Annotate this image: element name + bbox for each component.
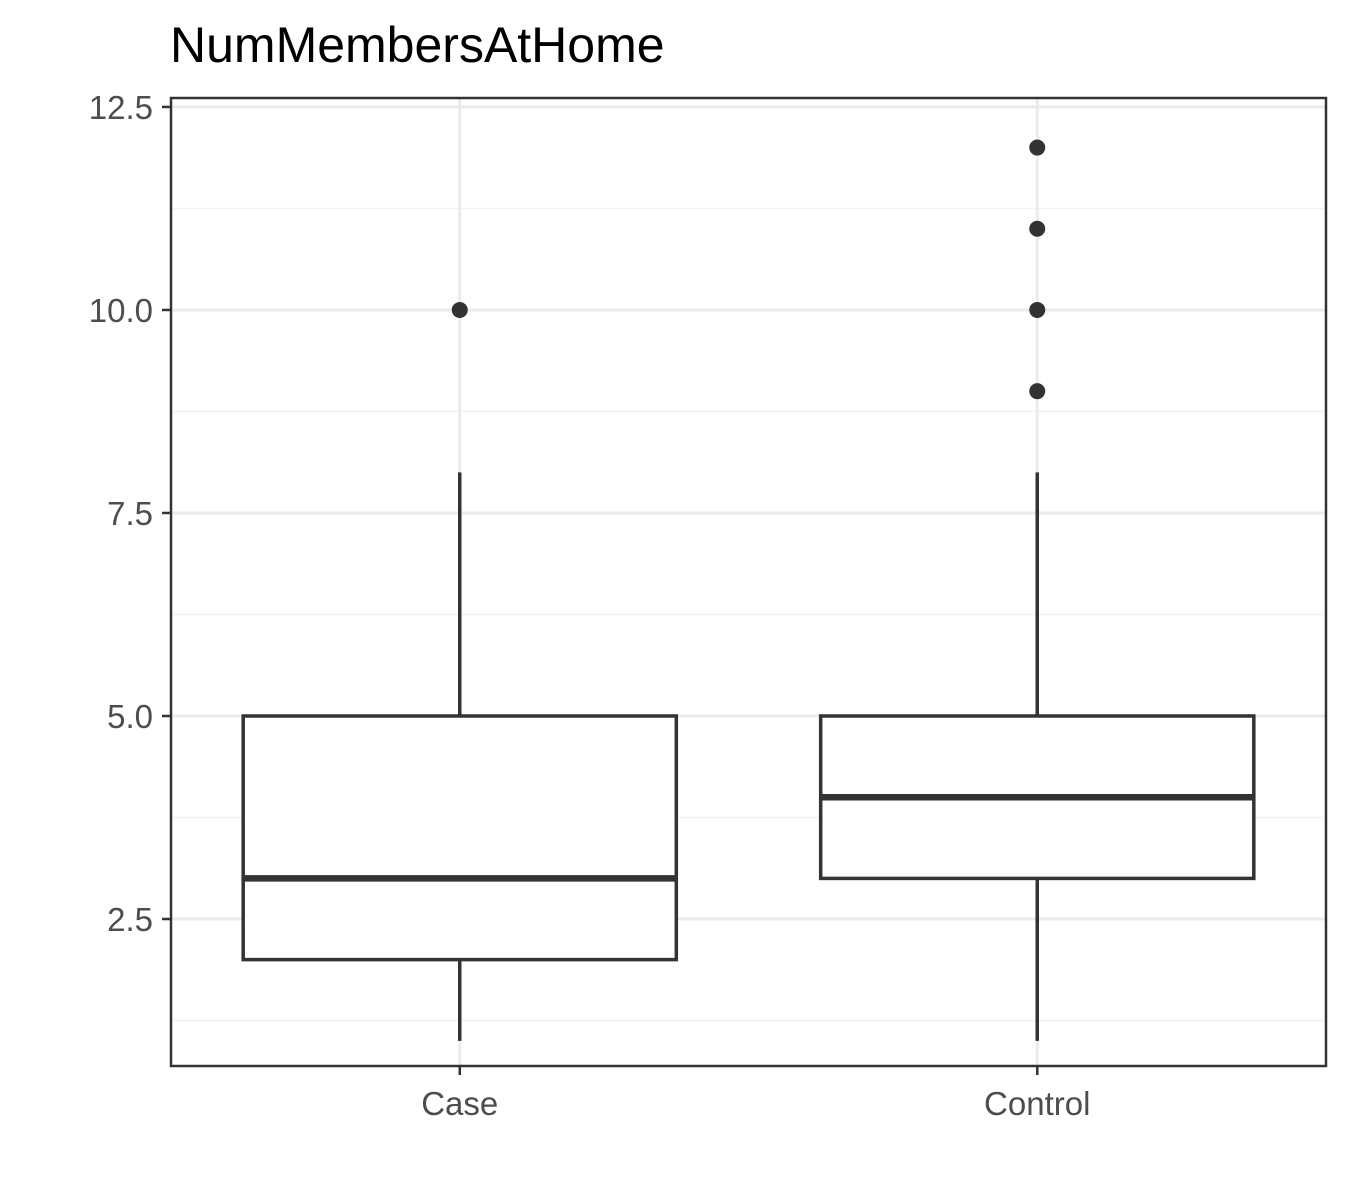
chart-title: NumMembersAtHome — [170, 17, 665, 73]
box-control — [818, 139, 1256, 1041]
y-tick-label: 12.5 — [89, 89, 153, 126]
outlier-point — [451, 301, 468, 318]
y-tick-label: 7.5 — [107, 495, 153, 532]
outlier-point — [1029, 220, 1046, 237]
outlier-point — [1029, 383, 1046, 400]
y-tick-label: 5.0 — [107, 698, 153, 735]
boxes-layer — [241, 139, 1256, 1041]
x-axis: Case Control — [421, 1066, 1090, 1122]
outlier-point — [1029, 301, 1046, 318]
box-case — [241, 301, 679, 1041]
y-axis: 2.5 5.0 7.5 10.0 12.5 — [89, 89, 171, 938]
outlier-point — [1029, 139, 1046, 156]
x-tick-label: Case — [421, 1085, 498, 1122]
y-tick-label: 2.5 — [107, 901, 153, 938]
y-tick-label: 10.0 — [89, 292, 153, 329]
box-body — [241, 714, 679, 962]
panel-border — [169, 96, 1328, 1068]
x-tick-label: Control — [984, 1085, 1090, 1122]
